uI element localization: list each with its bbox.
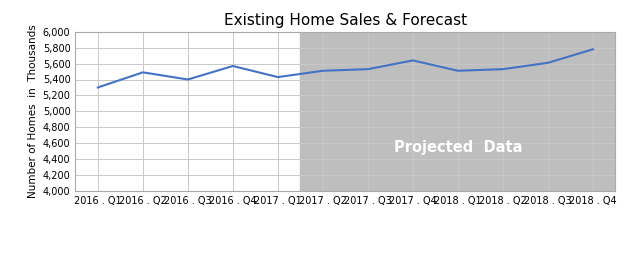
Bar: [300, 32, 615, 191]
Y-axis label: Number of Homes  in  Thousands: Number of Homes in Thousands: [28, 24, 38, 198]
Text: Projected  Data: Projected Data: [394, 140, 522, 154]
Title: Existing Home Sales & Forecast: Existing Home Sales & Forecast: [224, 13, 467, 28]
Legend: Existing Home Sales: Existing Home Sales: [272, 263, 419, 265]
